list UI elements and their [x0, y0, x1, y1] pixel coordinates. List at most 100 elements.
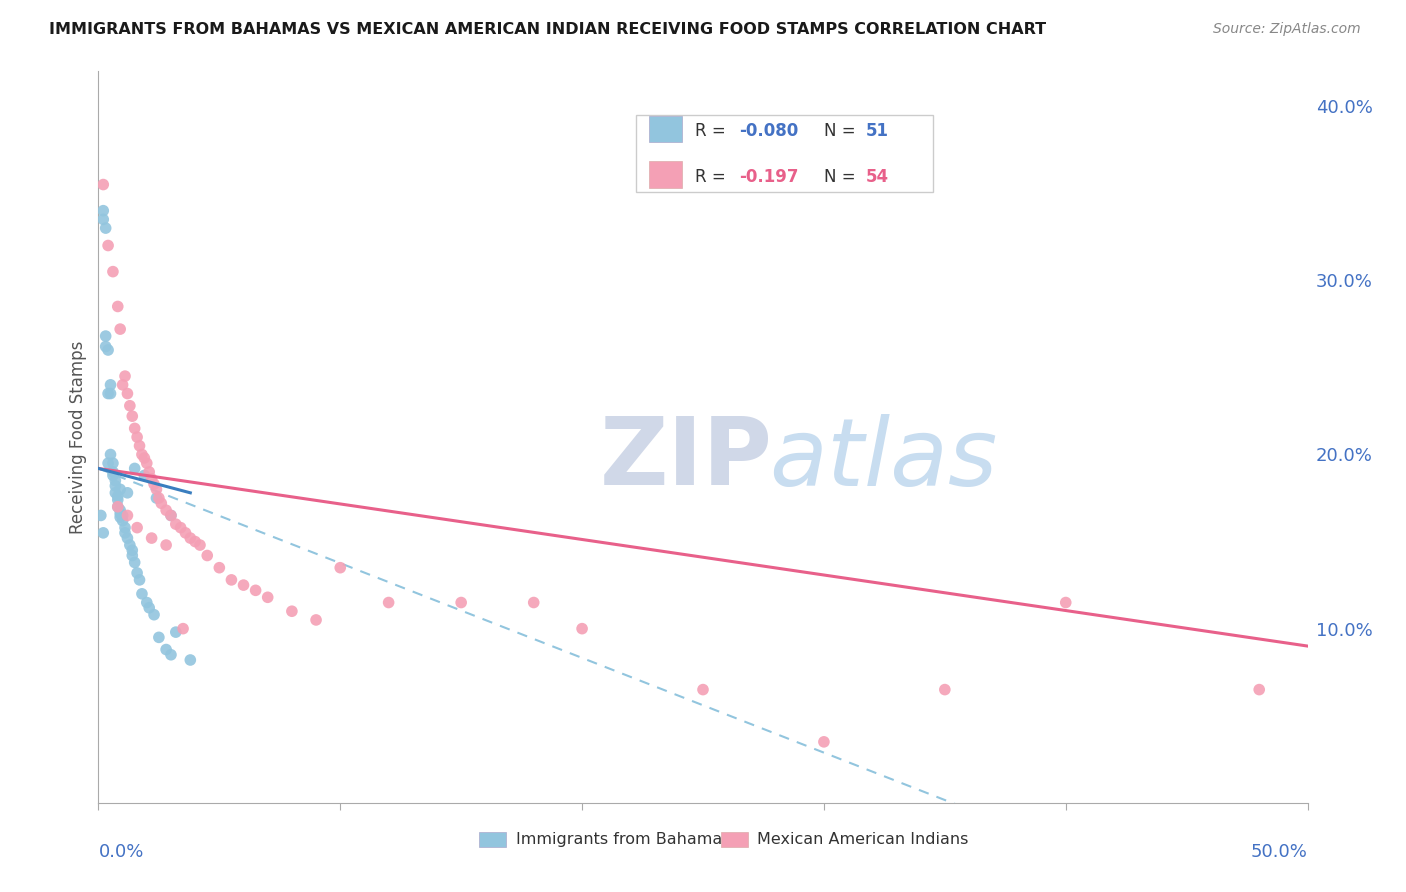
Bar [479, 832, 506, 847]
Point [141, 472, 163, 486]
Point [329, 560, 352, 574]
Point [108, 507, 131, 521]
Point [172, 622, 194, 636]
Point [165, 517, 187, 532]
Point [128, 439, 150, 453]
Point [134, 450, 156, 465]
Point [121, 549, 143, 563]
Point [101, 456, 124, 470]
Point [107, 500, 129, 514]
Point [813, 735, 835, 749]
Text: 0.0%: 0.0% [98, 843, 143, 861]
Point [108, 510, 131, 524]
Text: atlas: atlas [769, 414, 998, 505]
Point [134, 468, 156, 483]
Point [135, 595, 157, 609]
Bar [648, 116, 682, 143]
Point [91, 178, 114, 192]
Point [143, 607, 166, 622]
Text: 54: 54 [866, 168, 890, 186]
Point [135, 456, 157, 470]
Point [100, 386, 122, 401]
Point [114, 369, 136, 384]
Point [305, 613, 328, 627]
Point [117, 386, 139, 401]
Text: 50.0%: 50.0% [1251, 843, 1308, 861]
Point [221, 573, 243, 587]
Point [450, 595, 472, 609]
Point [1054, 595, 1077, 609]
Point [523, 595, 546, 609]
Point [138, 600, 160, 615]
Point [208, 560, 231, 574]
Text: Mexican American Indians: Mexican American Indians [758, 832, 969, 847]
Point [118, 538, 141, 552]
Point [127, 566, 149, 580]
Point [571, 622, 593, 636]
Point [97, 386, 120, 401]
Point [121, 543, 143, 558]
Point [117, 508, 139, 523]
Point [100, 448, 122, 462]
Point [108, 483, 131, 497]
Point [1249, 682, 1271, 697]
Text: R =: R = [695, 168, 731, 186]
Point [377, 595, 399, 609]
Point [124, 461, 146, 475]
Point [107, 300, 129, 314]
Point [256, 591, 278, 605]
Text: IMMIGRANTS FROM BAHAMAS VS MEXICAN AMERICAN INDIAN RECEIVING FOOD STAMPS CORRELA: IMMIGRANTS FROM BAHAMAS VS MEXICAN AMERI… [49, 22, 1046, 37]
Point [281, 604, 304, 618]
Point [174, 525, 197, 540]
Point [111, 508, 134, 523]
Point [145, 483, 167, 497]
Text: ZIP: ZIP [600, 413, 773, 505]
Point [117, 485, 139, 500]
Y-axis label: Receiving Food Stamps: Receiving Food Stamps [69, 341, 87, 533]
Point [128, 573, 150, 587]
Point [108, 503, 131, 517]
Point [160, 508, 183, 523]
Point [148, 491, 170, 505]
Point [117, 531, 139, 545]
Point [121, 409, 143, 424]
Point [934, 682, 956, 697]
Point [127, 430, 149, 444]
Bar [648, 161, 682, 187]
Point [118, 399, 141, 413]
Point [179, 653, 201, 667]
Point [179, 531, 201, 545]
Point [114, 521, 136, 535]
Text: R =: R = [695, 122, 731, 140]
Point [155, 538, 177, 552]
Point [111, 514, 134, 528]
Point [91, 212, 114, 227]
Point [184, 534, 207, 549]
Text: N =: N = [824, 168, 860, 186]
Point [104, 479, 127, 493]
Point [188, 538, 211, 552]
Point [131, 448, 153, 462]
Point [131, 587, 153, 601]
Point [145, 491, 167, 505]
Point [94, 339, 117, 353]
Point [101, 465, 124, 479]
Point [90, 508, 112, 523]
Point [107, 492, 129, 507]
Bar [721, 832, 748, 847]
Point [160, 648, 183, 662]
Point [155, 642, 177, 657]
Point [148, 631, 170, 645]
Point [114, 525, 136, 540]
Point [108, 322, 131, 336]
Point [169, 521, 191, 535]
Point [104, 485, 127, 500]
Point [127, 521, 149, 535]
Point [94, 221, 117, 235]
Point [101, 265, 124, 279]
Text: N =: N = [824, 122, 860, 140]
Point [111, 377, 134, 392]
Point [104, 474, 127, 488]
Point [97, 238, 120, 252]
Text: Source: ZipAtlas.com: Source: ZipAtlas.com [1213, 22, 1361, 37]
